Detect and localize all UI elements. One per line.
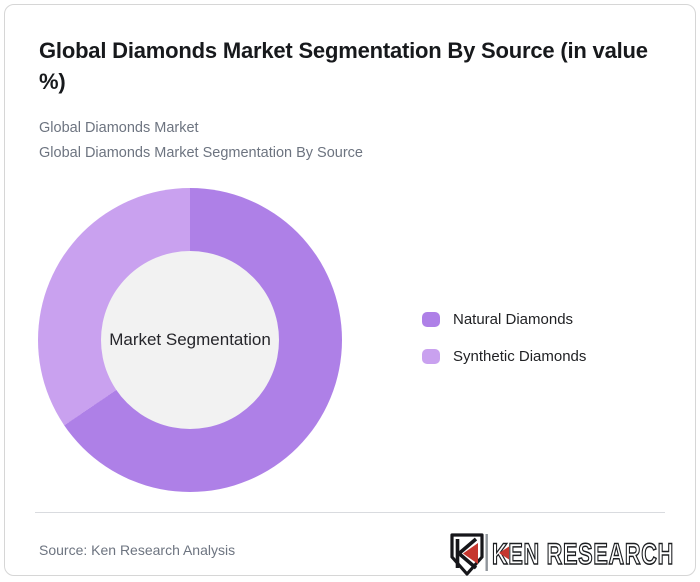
chart-card: Global Diamonds Market Segmentation By S… (4, 4, 696, 576)
logo-wordmark: KEN RESEARCH (492, 538, 674, 571)
subtitle-market: Global Diamonds Market (39, 120, 199, 136)
donut-center-label: Market Segmentation (109, 330, 271, 349)
legend-swatch-natural (422, 312, 440, 327)
ken-research-shield-icon (450, 533, 484, 576)
logo-divider-bar (485, 534, 488, 571)
legend-item-natural-diamonds[interactable]: Natural Diamonds (422, 311, 586, 328)
chart-legend: Natural Diamonds Synthetic Diamonds (422, 311, 587, 386)
ken-research-logo: KEN RESEARCH (447, 531, 679, 582)
donut-chart[interactable]: Market Segmentation (38, 188, 342, 492)
legend-swatch-synthetic (422, 349, 440, 364)
legend-label: Synthetic Diamonds (453, 348, 587, 365)
ken-research-logo-svg: KEN RESEARCH (450, 533, 674, 576)
page-title: Global Diamonds Market Segmentation By S… (39, 38, 648, 94)
subtitle-segmentation: Global Diamonds Market Segmentation By S… (39, 145, 363, 161)
source-attribution: Source: Ken Research Analysis (39, 542, 236, 558)
footer-divider (35, 512, 665, 513)
logo-k-accent-triangle (499, 546, 509, 560)
legend-item-synthetic-diamonds[interactable]: Synthetic Diamonds (422, 348, 587, 365)
chart-subtitles: Global Diamonds Market Global Diamonds M… (39, 116, 363, 166)
donut-center: Market Segmentation (101, 251, 279, 429)
legend-label: Natural Diamonds (453, 311, 574, 328)
